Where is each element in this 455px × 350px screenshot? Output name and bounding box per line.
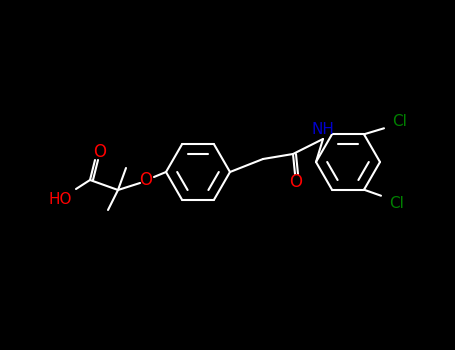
Text: O: O bbox=[93, 143, 106, 161]
Text: Cl: Cl bbox=[389, 196, 404, 211]
Text: O: O bbox=[140, 171, 152, 189]
Text: Cl: Cl bbox=[393, 114, 407, 129]
Text: NH: NH bbox=[312, 122, 334, 138]
Text: O: O bbox=[289, 173, 303, 191]
Text: HO: HO bbox=[48, 193, 72, 208]
